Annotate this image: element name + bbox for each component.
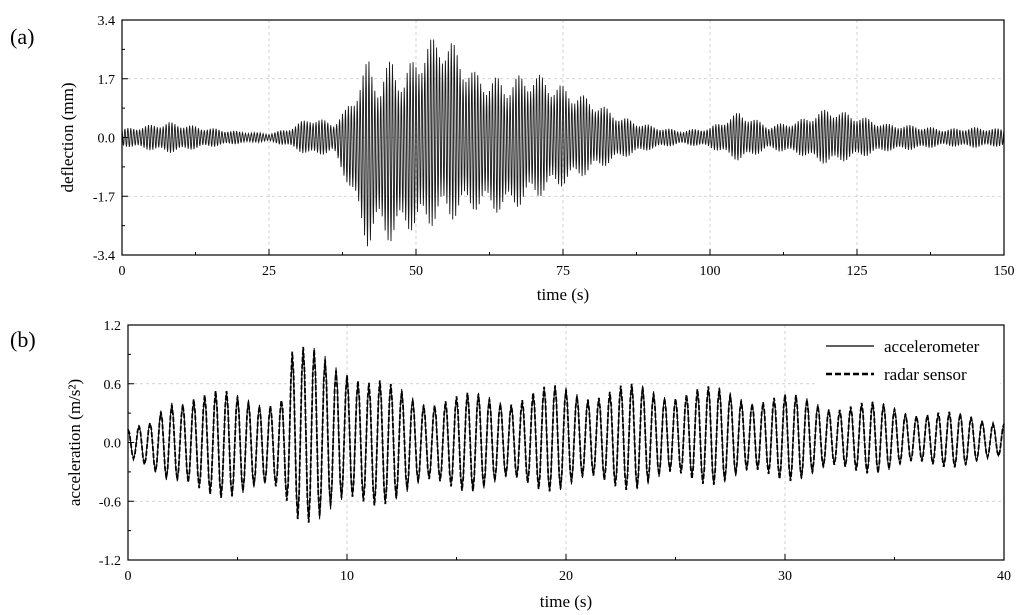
panel-a-y-tick-label: 3.4: [98, 14, 116, 29]
panel-a-x-tick-label: 75: [556, 264, 570, 279]
panel-b-grid: [128, 325, 1004, 560]
panel-a-label: (a): [10, 24, 34, 49]
panel-b-y-axis-label: acceleration (m/s²): [65, 379, 84, 506]
panel-a-y-tick-label: 0.0: [98, 132, 116, 147]
panel-a-y-tick-label: -3.4: [93, 249, 115, 264]
panel-a-x-tick-label: 125: [847, 264, 868, 279]
panel-a-x-tick-label: 50: [409, 264, 423, 279]
panel-a-y-tick-label: 1.7: [98, 73, 116, 88]
panel-b-y-tick-label: 0.0: [104, 437, 122, 452]
panel-b-y-tick-label: -0.6: [99, 495, 121, 510]
panel-a-x-tick-label: 0: [119, 264, 126, 279]
panel-b-x-tick-label: 20: [559, 569, 573, 584]
panel-b: (b) 0 10 20 30 40-1.2-0.60.00.61.2 time (s) …: [10, 319, 1011, 611]
legend-background: [818, 331, 1000, 387]
panel-a-x-tick-label: 150: [994, 264, 1015, 279]
panel-b-x-tick-label: 0: [125, 569, 132, 584]
series-radar-sensor-line: [127, 346, 1005, 523]
panel-b-x-tick-label: 30: [778, 569, 792, 584]
panel-b-signal: [127, 346, 1005, 523]
panel-b-x-axis-label: time (s): [540, 592, 592, 611]
panel-b-y-tick-label: 0.6: [104, 378, 122, 393]
panel-a-y-axis-label: deflection (mm): [58, 83, 77, 193]
panel-a-ticks: 0 25 50 75 100 125 150 -3.4 -1.7 0.0 1.7 3.4: [93, 14, 1015, 279]
panel-a: (a) 0 25 50 75 100 125 150 -3.4 -1.7 0.0 1.7 3.4 ti…: [10, 14, 1015, 304]
legend-label-accelerometer: accelerometer: [884, 337, 980, 356]
panel-a-grid: [122, 20, 1004, 255]
panel-b-label: (b): [10, 327, 36, 352]
panel-b-x-tick-label: 40: [997, 569, 1011, 584]
panel-b-x-tick-label: 10: [340, 569, 354, 584]
panel-a-x-axis-label: time (s): [537, 285, 589, 304]
panel-a-signal: [121, 39, 1005, 247]
panel-a-y-tick-label: -1.7: [93, 190, 115, 205]
panel-b-ticks: 0 10 20 30 40 -1.2 -0.6 0.0 0.6 1.2: [99, 319, 1011, 584]
series-deflection-line: [121, 39, 1005, 247]
panel-b-legend: accelerometer radar sensor: [818, 331, 1000, 387]
panel-a-x-tick-label: 100: [700, 264, 721, 279]
legend-label-radar-sensor: radar sensor: [884, 365, 967, 384]
panel-a-x-tick-label: 25: [262, 264, 276, 279]
panel-b-y-tick-label: 1.2: [104, 319, 122, 334]
panel-b-y-tick-label: -1.2: [99, 554, 121, 569]
